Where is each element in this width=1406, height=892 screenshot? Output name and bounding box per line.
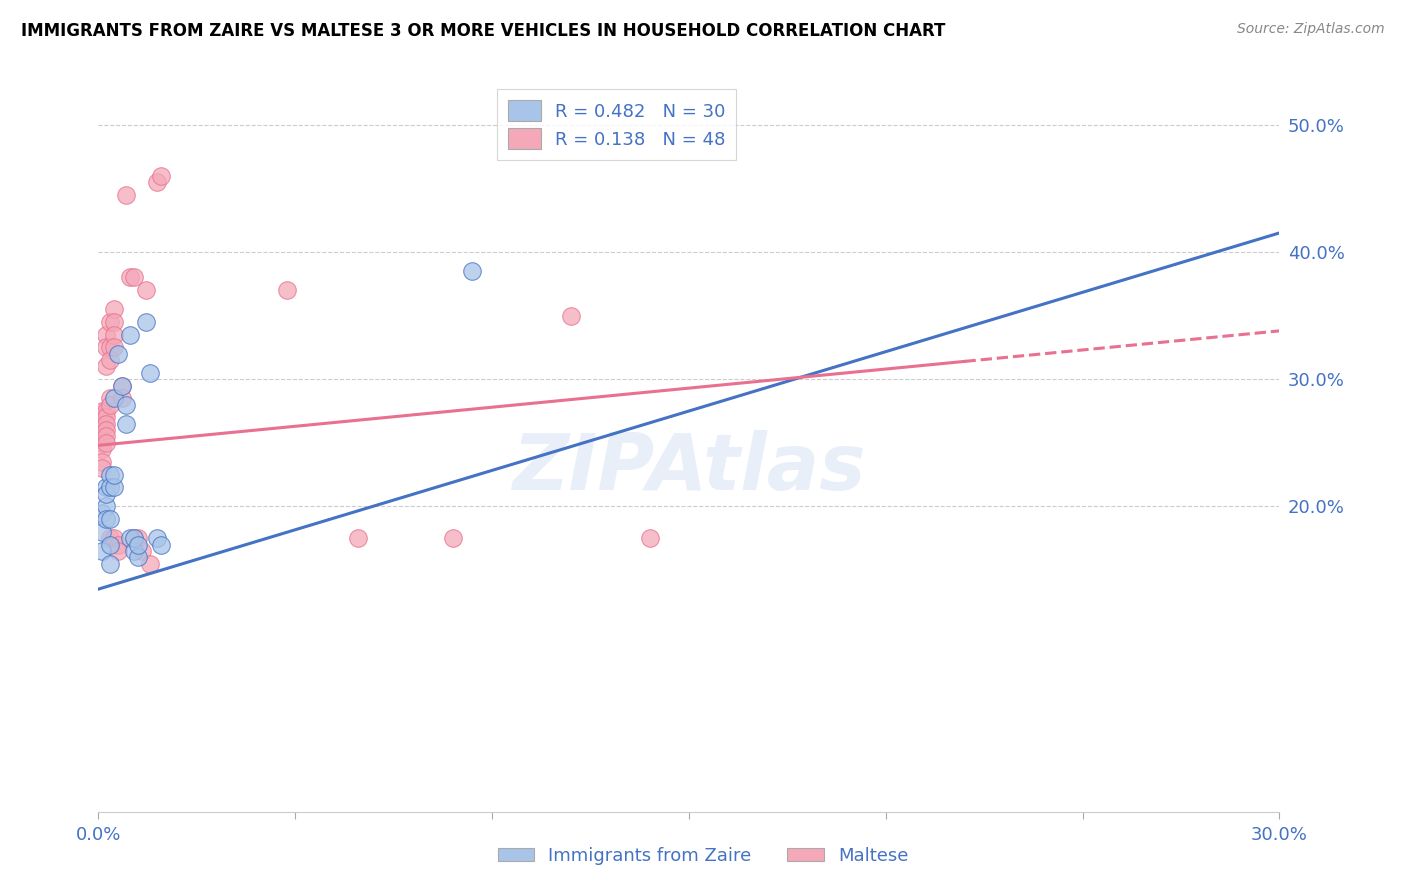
- Point: [111, 378, 134, 392]
- Point: [91, 410, 114, 425]
- Point: [115, 417, 138, 431]
- Point: [103, 467, 125, 482]
- Point: [91, 423, 114, 437]
- Point: [96, 417, 118, 431]
- Point: [441, 531, 464, 545]
- Point: [107, 544, 129, 558]
- Point: [96, 435, 118, 450]
- Point: [96, 423, 118, 437]
- Point: [115, 187, 138, 202]
- Point: [118, 531, 141, 545]
- Point: [111, 392, 134, 406]
- Point: [146, 175, 169, 189]
- Point: [103, 327, 125, 342]
- Point: [111, 378, 134, 392]
- Point: [138, 366, 160, 380]
- Point: [107, 538, 129, 552]
- Point: [138, 557, 160, 571]
- Point: [98, 480, 121, 494]
- Point: [96, 429, 118, 443]
- Point: [107, 347, 129, 361]
- Point: [103, 531, 125, 545]
- Point: [103, 315, 125, 329]
- Point: [98, 512, 121, 526]
- Point: [91, 506, 114, 520]
- Point: [103, 392, 125, 406]
- Point: [122, 544, 145, 558]
- Point: [560, 309, 582, 323]
- Point: [115, 398, 138, 412]
- Text: ZIPAtlas: ZIPAtlas: [512, 430, 866, 506]
- Point: [98, 538, 121, 552]
- Point: [98, 398, 121, 412]
- Point: [127, 531, 149, 545]
- Point: [91, 461, 114, 475]
- Point: [127, 550, 149, 565]
- Text: Source: ZipAtlas.com: Source: ZipAtlas.com: [1237, 22, 1385, 37]
- Point: [96, 410, 118, 425]
- Point: [135, 315, 157, 329]
- Point: [96, 359, 118, 374]
- Point: [103, 340, 125, 354]
- Point: [91, 455, 114, 469]
- Point: [135, 283, 157, 297]
- Point: [91, 524, 114, 539]
- Point: [91, 435, 114, 450]
- Point: [118, 327, 141, 342]
- Point: [118, 270, 141, 285]
- Point: [122, 531, 145, 545]
- Point: [96, 512, 118, 526]
- Point: [98, 557, 121, 571]
- Point: [122, 531, 145, 545]
- Point: [347, 531, 370, 545]
- Point: [98, 315, 121, 329]
- Point: [96, 500, 118, 514]
- Legend: Immigrants from Zaire, Maltese: Immigrants from Zaire, Maltese: [491, 840, 915, 872]
- Point: [276, 283, 298, 297]
- Point: [127, 538, 149, 552]
- Point: [98, 340, 121, 354]
- Point: [96, 404, 118, 418]
- Point: [96, 486, 118, 500]
- Point: [103, 302, 125, 317]
- Point: [91, 417, 114, 431]
- Point: [91, 544, 114, 558]
- Point: [150, 169, 173, 183]
- Point: [103, 480, 125, 494]
- Point: [98, 353, 121, 368]
- Point: [131, 544, 153, 558]
- Point: [91, 404, 114, 418]
- Point: [98, 467, 121, 482]
- Point: [146, 531, 169, 545]
- Point: [91, 442, 114, 457]
- Point: [150, 538, 173, 552]
- Point: [96, 327, 118, 342]
- Point: [96, 340, 118, 354]
- Text: IMMIGRANTS FROM ZAIRE VS MALTESE 3 OR MORE VEHICLES IN HOUSEHOLD CORRELATION CHA: IMMIGRANTS FROM ZAIRE VS MALTESE 3 OR MO…: [21, 22, 945, 40]
- Point: [122, 270, 145, 285]
- Point: [96, 480, 118, 494]
- Point: [638, 531, 661, 545]
- Legend: R = 0.482   N = 30, R = 0.138   N = 48: R = 0.482 N = 30, R = 0.138 N = 48: [498, 89, 737, 160]
- Point: [98, 531, 121, 545]
- Point: [91, 429, 114, 443]
- Point: [461, 264, 484, 278]
- Point: [98, 392, 121, 406]
